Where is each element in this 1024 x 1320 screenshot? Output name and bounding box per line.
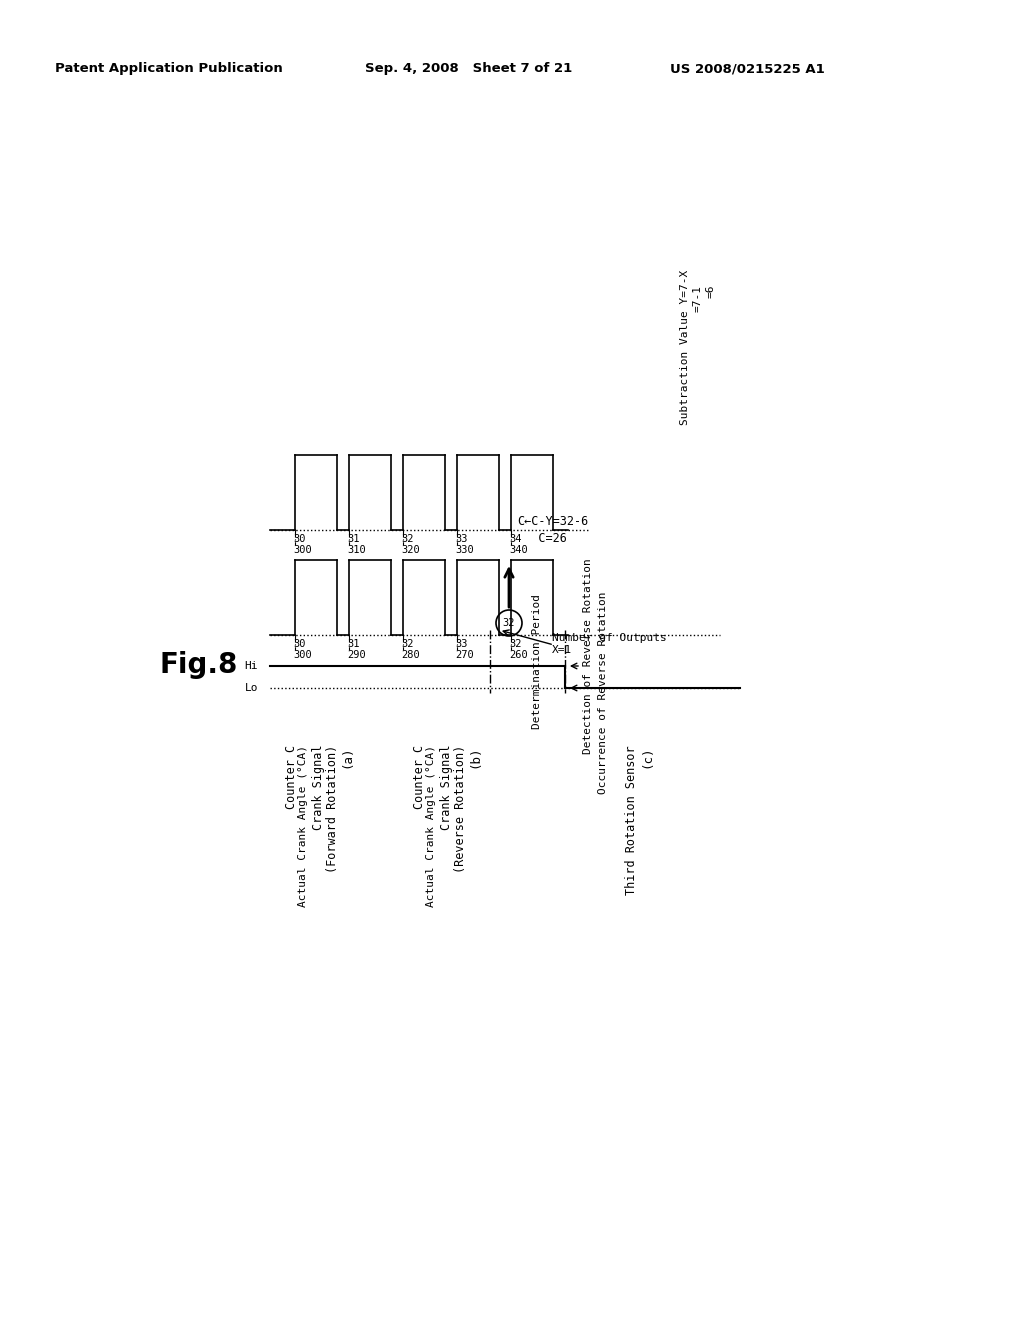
Text: Actual Crank Angle (°CA): Actual Crank Angle (°CA) — [426, 744, 436, 907]
Text: 31: 31 — [347, 639, 359, 649]
Text: 32: 32 — [401, 535, 414, 544]
Text: 30: 30 — [293, 639, 305, 649]
Text: 32: 32 — [509, 639, 521, 649]
Text: (c): (c) — [640, 744, 653, 767]
Text: Crank Signal: Crank Signal — [312, 744, 325, 830]
Text: Occurrence of Reverse Rotation: Occurrence of Reverse Rotation — [598, 591, 608, 795]
Text: Crank Signal: Crank Signal — [440, 744, 453, 830]
Text: Patent Application Publication: Patent Application Publication — [55, 62, 283, 75]
Text: C=26: C=26 — [517, 532, 567, 545]
Text: 300: 300 — [293, 649, 311, 660]
Text: 31: 31 — [347, 535, 359, 544]
Text: 300: 300 — [293, 545, 311, 554]
Text: 33: 33 — [455, 639, 468, 649]
Text: 260: 260 — [509, 649, 527, 660]
Text: Third Rotation Sensor: Third Rotation Sensor — [625, 744, 638, 895]
Text: Counter C: Counter C — [285, 744, 298, 809]
Text: 280: 280 — [401, 649, 420, 660]
Text: 32: 32 — [401, 639, 414, 649]
Text: 270: 270 — [455, 649, 474, 660]
Text: X=1: X=1 — [552, 645, 572, 655]
Text: US 2008/0215225 A1: US 2008/0215225 A1 — [670, 62, 824, 75]
Text: (Reverse Rotation): (Reverse Rotation) — [454, 744, 467, 874]
Text: 290: 290 — [347, 649, 366, 660]
Text: 330: 330 — [455, 545, 474, 554]
Text: Number of Outputs: Number of Outputs — [552, 634, 667, 643]
Text: Hi: Hi — [245, 661, 258, 671]
Text: Detection of Reverse Rotation: Detection of Reverse Rotation — [583, 558, 593, 754]
Text: 320: 320 — [401, 545, 420, 554]
Text: Actual Crank Angle (°CA): Actual Crank Angle (°CA) — [298, 744, 308, 907]
Text: Fig.8: Fig.8 — [160, 651, 239, 678]
Text: Counter C: Counter C — [413, 744, 426, 809]
Text: =6: =6 — [706, 285, 716, 298]
Text: 310: 310 — [347, 545, 366, 554]
Text: Determination Period: Determination Period — [532, 594, 543, 729]
Text: 340: 340 — [509, 545, 527, 554]
Text: 30: 30 — [293, 535, 305, 544]
Text: (b): (b) — [468, 744, 481, 767]
Text: (a): (a) — [340, 744, 353, 767]
Text: Lo: Lo — [245, 682, 258, 693]
Text: Sep. 4, 2008   Sheet 7 of 21: Sep. 4, 2008 Sheet 7 of 21 — [365, 62, 572, 75]
Text: (Forward Rotation): (Forward Rotation) — [326, 744, 339, 874]
Text: Subtraction Value Y=7-X: Subtraction Value Y=7-X — [680, 271, 690, 425]
Text: C←C-Y=32-6: C←C-Y=32-6 — [517, 515, 588, 528]
Text: 34: 34 — [509, 535, 521, 544]
Text: =7-1: =7-1 — [693, 285, 703, 312]
Text: 33: 33 — [455, 535, 468, 544]
Text: 32: 32 — [503, 618, 515, 628]
